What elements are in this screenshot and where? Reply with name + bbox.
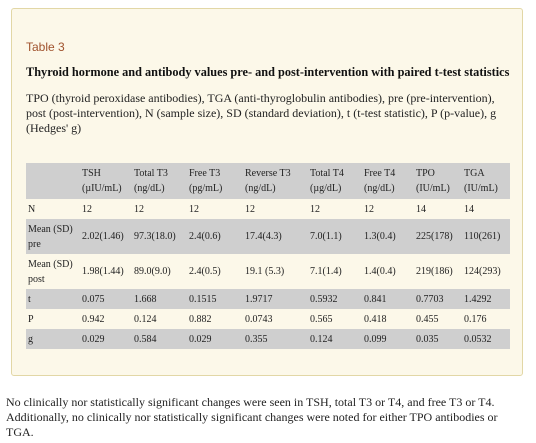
table-cell: 97.3(18.0): [132, 219, 187, 254]
table-cell: 0.124: [308, 329, 362, 349]
table-row: P 0.942 0.124 0.882 0.0743 0.565 0.418 0…: [26, 309, 510, 329]
table-cell: 0.0743: [243, 309, 308, 329]
row-label: Mean (SD) post: [26, 254, 80, 289]
table-label: Table 3: [26, 40, 65, 54]
column-header: Total T3 (ng/dL): [132, 163, 187, 199]
table-cell: 0.355: [243, 329, 308, 349]
row-label: Mean (SD) pre: [26, 219, 80, 254]
table-cell: 219(186): [414, 254, 462, 289]
table-title: Thyroid hormone and antibody values pre-…: [26, 65, 510, 79]
column-header: TSH (µIU/mL): [80, 163, 132, 199]
footnote: No clinically nor statistically signific…: [6, 395, 498, 439]
table-cell: 0.029: [187, 329, 243, 349]
table-row: g 0.029 0.584 0.029 0.355 0.124 0.099 0.…: [26, 329, 510, 349]
table-cell: 0.584: [132, 329, 187, 349]
table-cell: 7.0(1.1): [308, 219, 362, 254]
table-cell: 12: [308, 199, 362, 219]
table-cell: 1.4(0.4): [362, 254, 414, 289]
table-row: Mean (SD) post 1.98(1.44) 89.0(9.0) 2.4(…: [26, 254, 510, 289]
row-label: P: [26, 309, 80, 329]
table-cell: 1.9717: [243, 289, 308, 309]
table-cell: 0.841: [362, 289, 414, 309]
table-cell: 0.099: [362, 329, 414, 349]
table-cell: 1.3(0.4): [362, 219, 414, 254]
row-label: g: [26, 329, 80, 349]
column-header: Reverse T3 (ng/dL): [243, 163, 308, 199]
table-cell: 12: [80, 199, 132, 219]
column-header: Total T4 (µg/dL): [308, 163, 362, 199]
row-label: t: [26, 289, 80, 309]
column-header: TGA (IU/mL): [462, 163, 510, 199]
table-cell: 0.455: [414, 309, 462, 329]
table-cell: 17.4(4.3): [243, 219, 308, 254]
table-cell: 110(261): [462, 219, 510, 254]
table-cell: 2.4(0.5): [187, 254, 243, 289]
table-cell: 0.565: [308, 309, 362, 329]
table-cell: 19.1 (5.3): [243, 254, 308, 289]
column-header-empty: [26, 163, 80, 199]
table-cell: 0.029: [80, 329, 132, 349]
table-cell: 0.942: [80, 309, 132, 329]
table-cell: 2.4(0.6): [187, 219, 243, 254]
data-table: TSH (µIU/mL) Total T3 (ng/dL) Free T3 (pg/m…: [26, 163, 510, 349]
table-cell: 0.882: [187, 309, 243, 329]
table-cell: 1.98(1.44): [80, 254, 132, 289]
table-card: Table 3 Thyroid hormone and antibody val…: [11, 8, 523, 376]
column-header: TPO (IU/mL): [414, 163, 462, 199]
table-cell: 14: [462, 199, 510, 219]
table-cell: 0.0532: [462, 329, 510, 349]
table-caption: TPO (thyroid peroxidase antibodies), TGA…: [26, 91, 497, 135]
table-cell: 1.668: [132, 289, 187, 309]
table-cell: 12: [187, 199, 243, 219]
table-cell: 2.02(1.46): [80, 219, 132, 254]
table-cell: 0.1515: [187, 289, 243, 309]
table-cell: 89.0(9.0): [132, 254, 187, 289]
table-row: N 12 12 12 12 12 12 14 14: [26, 199, 510, 219]
header-row: TSH (µIU/mL) Total T3 (ng/dL) Free T3 (pg/m…: [26, 163, 510, 199]
table-cell: 0.124: [132, 309, 187, 329]
table-cell: 12: [243, 199, 308, 219]
row-label: N: [26, 199, 80, 219]
table-cell: 14: [414, 199, 462, 219]
table-cell: 7.1(1.4): [308, 254, 362, 289]
table-cell: 0.035: [414, 329, 462, 349]
column-header: Free T4 (ng/dL): [362, 163, 414, 199]
table-cell: 124(293): [462, 254, 510, 289]
table-cell: 225(178): [414, 219, 462, 254]
table-cell: 0.176: [462, 309, 510, 329]
column-header: Free T3 (pg/mL): [187, 163, 243, 199]
table-cell: 0.7703: [414, 289, 462, 309]
table-row: t 0.075 1.668 0.1515 1.9717 0.5932 0.841…: [26, 289, 510, 309]
table-cell: 12: [132, 199, 187, 219]
table-cell: 0.5932: [308, 289, 362, 309]
table-row: Mean (SD) pre 2.02(1.46) 97.3(18.0) 2.4(…: [26, 219, 510, 254]
table-cell: 0.418: [362, 309, 414, 329]
table-cell: 12: [362, 199, 414, 219]
table-cell: 1.4292: [462, 289, 510, 309]
table-cell: 0.075: [80, 289, 132, 309]
